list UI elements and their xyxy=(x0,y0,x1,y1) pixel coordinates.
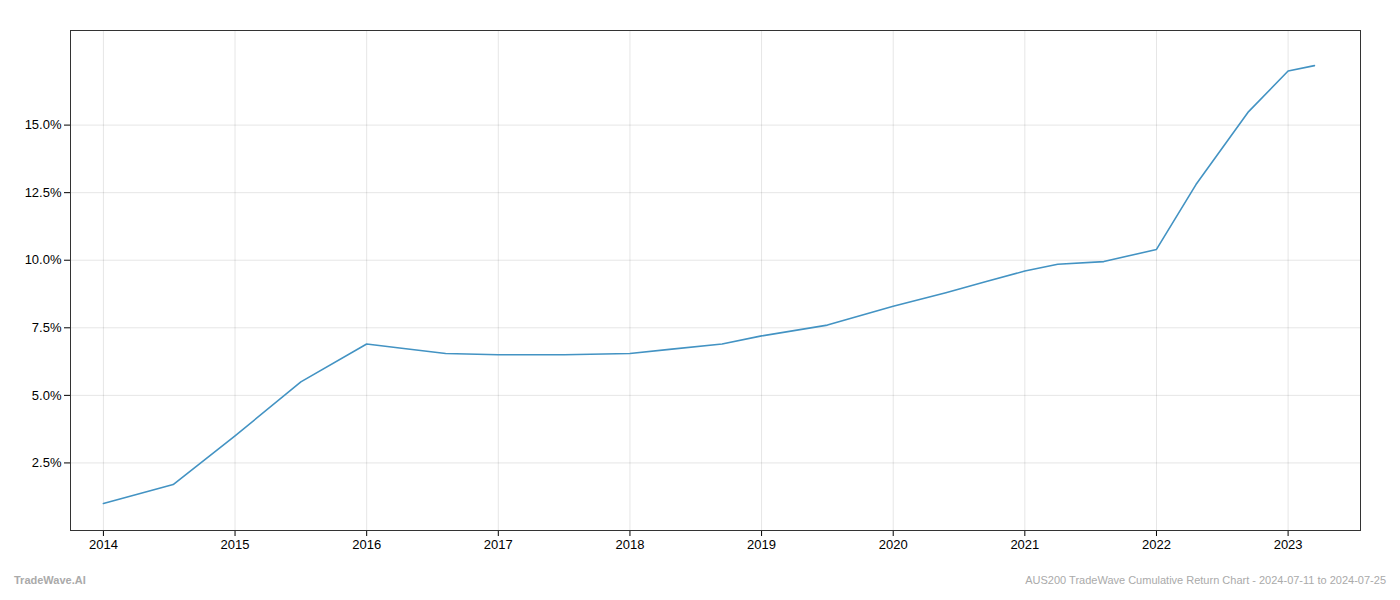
svg-text:5.0%: 5.0% xyxy=(32,388,62,403)
svg-text:15.0%: 15.0% xyxy=(25,117,62,132)
svg-text:10.0%: 10.0% xyxy=(25,252,62,267)
svg-text:2021: 2021 xyxy=(1010,537,1039,552)
html-text:AUS200 TradeWave Cumulative Re: AUS200 TradeWave Cumulative Return Chart… xyxy=(1025,574,1386,586)
svg-text:2016: 2016 xyxy=(352,537,381,552)
svg-text:7.5%: 7.5% xyxy=(32,320,62,335)
svg-text:2022: 2022 xyxy=(1142,537,1171,552)
svg-text:2023: 2023 xyxy=(1274,537,1303,552)
html-text:TradeWave.AI: TradeWave.AI xyxy=(14,574,86,586)
svg-text:2014: 2014 xyxy=(89,537,118,552)
svg-text:2017: 2017 xyxy=(484,537,513,552)
svg-text:2015: 2015 xyxy=(221,537,250,552)
svg-text:2020: 2020 xyxy=(879,537,908,552)
svg-text:2.5%: 2.5% xyxy=(32,455,62,470)
svg-text:12.5%: 12.5% xyxy=(25,185,62,200)
svg-text:2018: 2018 xyxy=(615,537,644,552)
svg-text:2019: 2019 xyxy=(747,537,776,552)
